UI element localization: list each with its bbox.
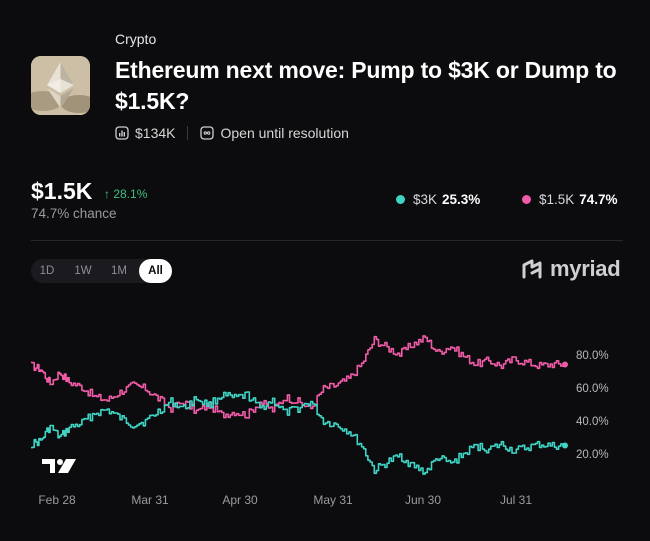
infinity-icon bbox=[200, 126, 215, 140]
tab-all[interactable]: All bbox=[139, 259, 172, 283]
legend-label: $1.5K bbox=[539, 192, 575, 207]
tab-1w[interactable]: 1W bbox=[74, 265, 92, 277]
market-category[interactable]: Crypto bbox=[115, 31, 157, 47]
market-volume: $134K bbox=[135, 125, 176, 141]
legend-label: $3K bbox=[413, 192, 438, 207]
volume-chart-icon bbox=[115, 126, 129, 140]
legend-item-3k: $3K 25.3% bbox=[396, 192, 480, 207]
leading-outcome-chance: 74.7% chance bbox=[31, 206, 117, 221]
section-divider bbox=[31, 240, 623, 241]
series-line-1-5k bbox=[31, 335, 566, 419]
legend-dot bbox=[522, 195, 531, 204]
y-tick-label: 60.0% bbox=[576, 383, 609, 395]
tradingview-logo[interactable] bbox=[41, 458, 77, 479]
x-tick-label: Jul 31 bbox=[499, 493, 533, 507]
ethereum-logo-image bbox=[31, 56, 90, 115]
meta-divider bbox=[187, 126, 189, 140]
market-thumbnail bbox=[31, 56, 90, 115]
legend-value: 25.3% bbox=[442, 192, 481, 207]
y-tick-label: 40.0% bbox=[576, 416, 609, 428]
legend-value: 74.7% bbox=[579, 192, 618, 207]
price-change: ↑ 28.1% bbox=[104, 187, 148, 201]
x-tick-label: May 31 bbox=[313, 493, 353, 507]
market-title: Ethereum next move: Pump to $3K or Dump … bbox=[115, 57, 617, 114]
tab-1d[interactable]: 1D bbox=[39, 265, 55, 277]
series-end-point bbox=[562, 442, 568, 449]
x-tick-label: Mar 31 bbox=[131, 493, 169, 507]
brand-logo: myriad bbox=[521, 256, 621, 282]
brand-name: myriad bbox=[550, 256, 621, 281]
range-tabs: 1D 1W 1M All bbox=[31, 259, 172, 283]
tab-1m[interactable]: 1M bbox=[111, 265, 127, 277]
y-tick-label: 80.0% bbox=[576, 350, 609, 362]
market-status: Open until resolution bbox=[220, 125, 349, 141]
x-tick-label: Feb 28 bbox=[38, 493, 76, 507]
myriad-logo-icon bbox=[522, 259, 542, 279]
tradingview-icon bbox=[42, 459, 76, 473]
series-line-3k bbox=[31, 391, 566, 475]
legend-item-1-5k: $1.5K 74.7% bbox=[522, 192, 618, 207]
legend-dot bbox=[396, 195, 405, 204]
series-end-point bbox=[562, 361, 568, 368]
x-tick-label: Apr 30 bbox=[222, 493, 258, 507]
leading-outcome-price: $1.5K bbox=[31, 178, 93, 204]
market-meta: $134K Open until resolution bbox=[115, 124, 349, 142]
y-tick-label: 20.0% bbox=[576, 449, 609, 461]
x-tick-label: Jun 30 bbox=[404, 493, 442, 507]
